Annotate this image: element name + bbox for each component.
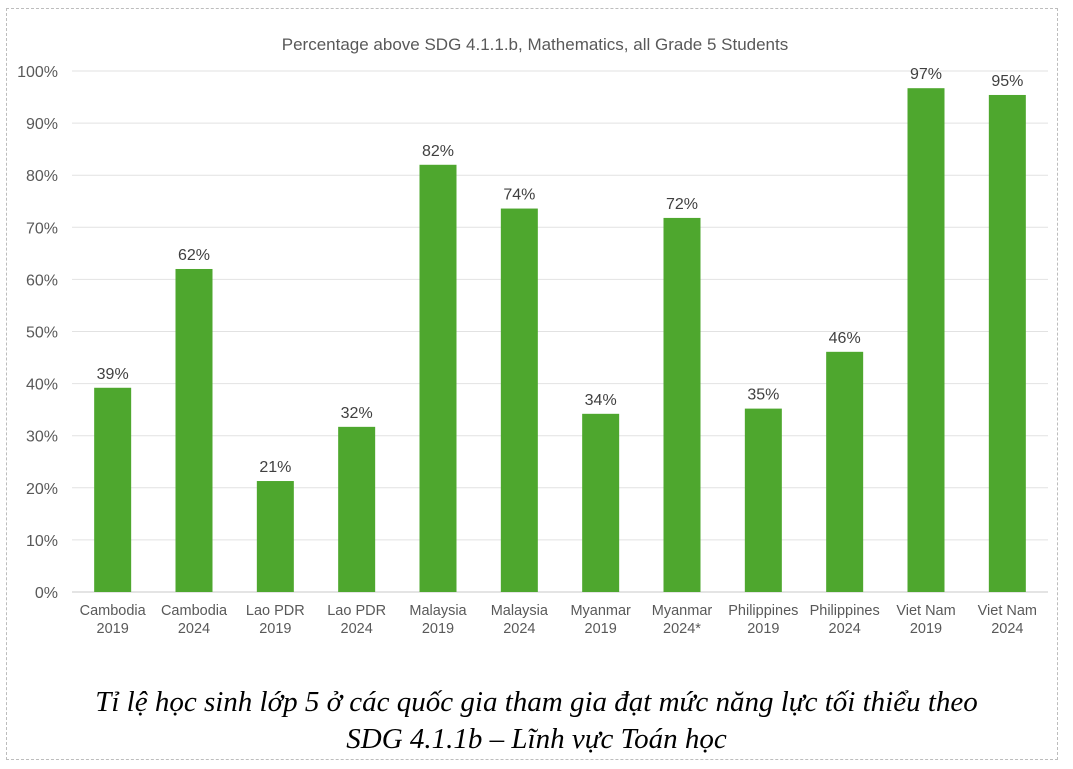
data-label: 72% [666,196,698,213]
y-tick-label: 70% [26,220,58,237]
bar [988,94,1026,592]
chart-title: Percentage above SDG 4.1.1.b, Mathematic… [282,35,789,54]
x-tick-label: 2019 [97,621,129,637]
x-tick-label: Lao PDR [327,603,386,619]
x-tick-label: 2024 [178,621,210,637]
y-tick-label: 30% [26,429,58,446]
x-tick-label: Lao PDR [246,603,305,619]
y-tick-label: 20% [26,481,58,498]
x-tick-label: Philippines [728,603,798,619]
y-tick-label: 10% [26,533,58,550]
bar [256,481,294,592]
bar [663,217,701,592]
x-tick-label: 2024 [341,621,373,637]
y-tick-label: 90% [26,116,58,133]
x-tick-label: Viet Nam [896,603,955,619]
y-tick-label: 80% [26,168,58,185]
bar-chart: Percentage above SDG 4.1.1.b, Mathematic… [17,35,1048,637]
x-tick-label: 2024* [663,621,701,637]
x-tick-label: Philippines [810,603,880,619]
x-tick-label: 2019 [422,621,454,637]
x-tick-label: 2024 [503,621,535,637]
bar [582,413,620,592]
bar [94,387,132,592]
gridlines [72,70,1048,593]
y-axis: 0% 10% 20% 30% 40% 50% 60% 70% 80% 90% 100% [17,64,58,602]
x-tick-label: 2024 [991,621,1023,637]
bar [175,268,213,592]
data-label: 32% [341,405,373,422]
x-tick-label: Malaysia [409,603,467,619]
data-label: 34% [585,392,617,409]
data-label: 46% [829,330,861,347]
caption-line-2: SDG 4.1.1b – Lĩnh vực Toán học [346,723,727,755]
bar [500,208,538,592]
bar [419,164,457,592]
bar [907,88,945,593]
caption-line-1: Tỉ lệ học sinh lớp 5 ở các quốc gia tham… [95,686,978,718]
bars [94,88,1026,593]
y-tick-label: 60% [26,272,58,289]
data-labels: 39% 62% 21% 32% 82% 74% 34% 72% 35% 46% 97% 95% [97,66,1024,476]
y-tick-label: 50% [26,325,58,342]
data-label: 35% [747,387,779,404]
x-tick-label: 2019 [910,621,942,637]
x-tick-label: Viet Nam [978,603,1037,619]
y-tick-label: 40% [26,377,58,394]
bar [744,408,782,592]
x-tick-label: Myanmar [652,603,713,619]
x-tick-label: 2019 [747,621,779,637]
x-tick-label: Myanmar [570,603,631,619]
figure-caption: Tỉ lệ học sinh lớp 5 ở các quốc gia tham… [0,684,1073,758]
x-tick-label: Cambodia [80,603,147,619]
data-label: 62% [178,247,210,264]
bar [826,351,864,592]
data-label: 39% [97,366,129,383]
data-label: 82% [422,143,454,160]
x-tick-label: 2019 [585,621,617,637]
x-tick-label: 2024 [829,621,861,637]
data-label: 95% [991,73,1023,90]
y-tick-label: 0% [35,585,58,602]
data-label: 74% [503,187,535,204]
x-tick-label: Cambodia [161,603,228,619]
x-tick-label: Malaysia [491,603,549,619]
bar [338,426,376,592]
data-label: 21% [259,459,291,476]
x-tick-label: 2019 [259,621,291,637]
data-label: 97% [910,66,942,83]
figure-frame [6,8,1058,760]
x-axis: Cambodia 2019 Cambodia 2024 Lao PDR 2019 Lao P… [80,603,1037,637]
y-tick-label: 100% [17,64,58,81]
